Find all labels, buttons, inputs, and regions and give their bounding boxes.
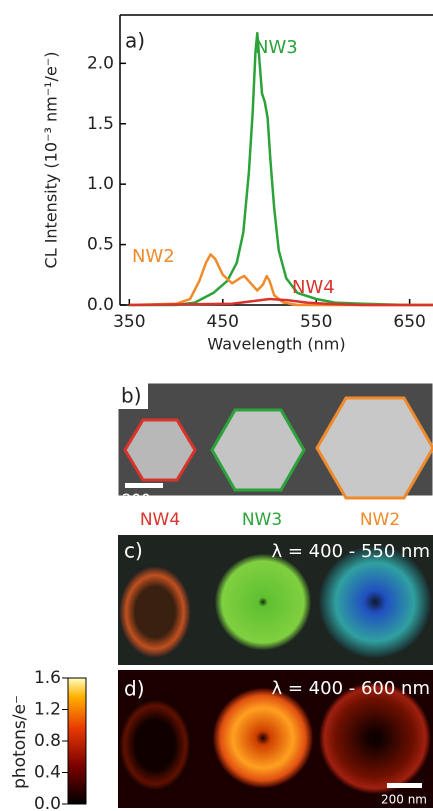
y-axis-label: CL Intensity (10⁻³ nm⁻¹/e⁻) (42, 52, 61, 269)
y-tick-label: 0.5 (87, 235, 114, 255)
map-blob (319, 546, 431, 658)
hexagon (210, 408, 306, 492)
colorbar-tick-label: 0.8 (34, 731, 61, 751)
colorbar-tick-label: 0.4 (34, 763, 61, 783)
colorbar-tick-label: 1.2 (34, 700, 61, 720)
series-label: NW3 (255, 37, 298, 58)
x-tick-label: 550 (300, 312, 332, 332)
colorbar-tick-label: 1.6 (34, 668, 61, 688)
map-blob (213, 688, 313, 788)
x-tick-label: 350 (113, 312, 145, 332)
frame (117, 382, 433, 497)
panel-label: c) (124, 539, 143, 563)
y-tick-label: 1.0 (87, 174, 114, 194)
x-tick-label: 450 (207, 312, 239, 332)
range-text: λ = 400 - 550 nm (272, 541, 431, 562)
y-tick-label: 1.5 (87, 114, 114, 134)
series-label: NW2 (132, 246, 175, 267)
hexagon (315, 396, 433, 500)
series-line (129, 297, 433, 307)
x-axis-label: Wavelength (nm) (207, 335, 345, 354)
range-text: λ = 400 - 600 nm (272, 678, 431, 699)
colorbar-gradient (67, 677, 87, 805)
series-line (129, 253, 433, 307)
nw-name: NW2 (360, 510, 400, 530)
y-tick-label: 0.0 (87, 295, 114, 315)
cl-map-c: c) λ = 400 - 550 nm (118, 535, 433, 665)
cl-map-d: d) λ = 400 - 600 nm 200 nm (118, 670, 433, 808)
map-blob (119, 699, 191, 791)
series-label: NW4 (292, 277, 335, 298)
nw-name: NW3 (242, 510, 282, 530)
map-blob (215, 554, 311, 650)
x-tick-label: 650 (393, 312, 425, 332)
colorbar-tick-label: 0.0 (34, 794, 61, 811)
map-blob (119, 566, 191, 658)
hexagon (123, 418, 197, 482)
colorbar: photons/e⁻ 0.0 0.4 0.8 1.2 1.6 (10, 668, 87, 811)
panel-label: a) (125, 29, 145, 53)
series-line (129, 31, 433, 307)
colorbar-label: photons/e⁻ (10, 695, 30, 789)
scale-text: 200 nm (122, 491, 180, 509)
scale-bar (125, 483, 163, 488)
nw-name: NW4 (140, 510, 180, 530)
map-blob (319, 682, 431, 794)
scale-text: 200 nm (381, 793, 427, 807)
panel-label: b) (121, 384, 142, 408)
line-chart: 0.0 0.5 1.0 1.5 2.0 350 450 550 650 Wavelength (n… (42, 14, 433, 354)
sem-panel: b) 200 nm NW4 NW3 NW2 (117, 382, 433, 530)
label-box (118, 383, 148, 409)
panel-label: d) (124, 677, 145, 701)
y-tick-label: 2.0 (87, 53, 114, 73)
scale-bar (387, 783, 422, 788)
